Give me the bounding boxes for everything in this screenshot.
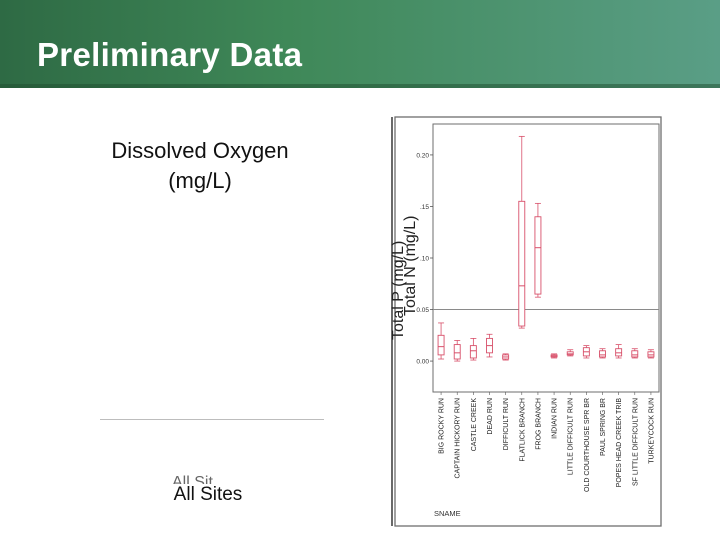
box-4 bbox=[502, 353, 510, 361]
box-iqr bbox=[599, 350, 606, 358]
box-11 bbox=[615, 344, 623, 359]
dissolved-oxygen-text: Dissolved Oxygen (mg/L) bbox=[111, 138, 289, 193]
box-8 bbox=[566, 349, 574, 357]
box-iqr bbox=[453, 344, 461, 360]
x-axis-title: SNAME bbox=[434, 509, 461, 518]
box-3 bbox=[486, 333, 493, 358]
box-6 bbox=[534, 202, 542, 298]
slide-header: Preliminary Data bbox=[0, 0, 720, 88]
chart-frame bbox=[394, 116, 662, 527]
box-2 bbox=[469, 337, 477, 361]
all-sites-ghost-label: All Sit bbox=[172, 474, 213, 484]
x-tick-label: SF LITTLE DIFFICULT RUN bbox=[632, 398, 639, 486]
dissolved-oxygen-label: Dissolved Oxygen (mg/L) bbox=[100, 136, 300, 196]
x-tick-label: DEAD RUN bbox=[487, 398, 494, 435]
x-tick-label: PAUL SPRING BR bbox=[600, 398, 607, 456]
box-iqr bbox=[647, 351, 655, 358]
box-iqr bbox=[631, 350, 639, 358]
box-iqr bbox=[534, 216, 542, 295]
box-1 bbox=[453, 340, 461, 362]
y-axis-label-total-n: Total N (mg/L) bbox=[402, 215, 419, 316]
box-10 bbox=[599, 348, 606, 359]
x-tick-label: TURKEYCOCK RUN bbox=[648, 398, 655, 464]
x-tick-label: BIG ROCKY RUN bbox=[439, 398, 446, 454]
x-tick-label: CASTLE CREEK bbox=[471, 398, 478, 452]
x-tick-label: INDIAN RUN bbox=[552, 398, 559, 439]
y-tick-label: 0.20 bbox=[416, 152, 429, 159]
x-tick-label: FLATLICK BRANCH bbox=[519, 398, 526, 462]
box-iqr bbox=[615, 348, 623, 357]
box-9 bbox=[582, 345, 590, 359]
box-12 bbox=[631, 348, 639, 359]
header-divider bbox=[0, 84, 720, 88]
slide-title: Preliminary Data bbox=[37, 36, 303, 73]
box-5 bbox=[518, 135, 526, 329]
box-7 bbox=[550, 353, 558, 359]
box-13 bbox=[647, 349, 655, 359]
box-0 bbox=[437, 322, 445, 360]
x-tick-label: OLD COURTHOUSE SPR BR bbox=[584, 398, 591, 492]
box-iqr bbox=[518, 200, 526, 327]
y-tick-label: .10 bbox=[420, 256, 429, 263]
box-iqr bbox=[469, 345, 477, 359]
y-tick-label: .15 bbox=[420, 204, 429, 211]
x-tick-label: CAPTAIN HICKORY RUN bbox=[455, 398, 462, 479]
y-tick-label: 0.05 bbox=[416, 307, 429, 314]
box-iqr bbox=[566, 351, 574, 356]
x-tick-label: LITTLE DIFFICULT RUN bbox=[568, 398, 575, 475]
x-tick-label: FROG BRANCH bbox=[535, 398, 542, 450]
x-tick-label: POPES HEAD CREEK TRIB bbox=[616, 398, 623, 488]
box-iqr bbox=[437, 334, 445, 356]
left-divider-line bbox=[100, 419, 324, 420]
x-tick-label: DIFFICULT RUN bbox=[503, 398, 510, 450]
all-sites-label: All Sites bbox=[173, 484, 243, 505]
y-tick-label: 0.00 bbox=[416, 359, 429, 366]
